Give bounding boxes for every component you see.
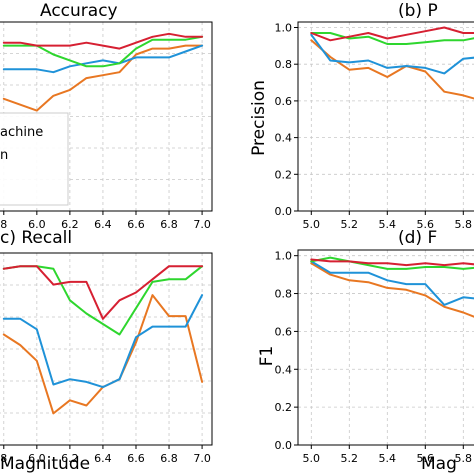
- f1-y-tick-label: 0.6: [275, 325, 293, 338]
- precision-x-tick-label: 5.0: [303, 218, 321, 231]
- accuracy-x-tick-label: 6.8: [160, 218, 178, 231]
- f1-y-tick-label: 0.0: [275, 439, 293, 452]
- f1-y-ticks: 0.0 0.2 0.4 0.6 0.8 1.0: [275, 250, 298, 452]
- precision-plot-frame: [297, 21, 474, 212]
- legend-box: [0, 112, 69, 206]
- accuracy-x-tick-label: 7.0: [193, 218, 211, 231]
- accuracy-x-ticks: 8 6.0 6.2 6.4 6.6 6.8 7.0: [0, 211, 211, 231]
- recall-series-red: [2, 265, 204, 320]
- precision-x-ticks: 5.0 5.2 5.4 5.6 5.8: [303, 211, 473, 231]
- precision-y-label: Precision: [249, 80, 269, 156]
- precision-series-green: [310, 32, 474, 45]
- recall-series-blue: [2, 294, 204, 389]
- f1-x-label: Mag: [421, 454, 457, 474]
- precision-y-tick-label: 0.0: [275, 205, 293, 218]
- recall-title: c) Recall: [0, 228, 72, 248]
- accuracy-x-tick-label: 6.6: [127, 218, 145, 231]
- precision-y-ticks: 0.0 0.2 0.4 0.6 0.8 1.0: [275, 22, 298, 218]
- accuracy-series-blue: [2, 44, 204, 74]
- precision-x-tick-label: 5.8: [455, 218, 473, 231]
- accuracy-x-tick-label: 6.2: [61, 218, 79, 231]
- f1-series-green: [310, 256, 474, 270]
- f1-plot-frame: [297, 249, 474, 446]
- precision-series-orange: [310, 39, 474, 100]
- precision-series-blue: [310, 33, 474, 75]
- accuracy-x-tick-label: 6.4: [94, 218, 112, 231]
- precision-x-tick-label: 5.2: [341, 218, 359, 231]
- f1-title: (d) F: [398, 228, 437, 248]
- precision-y-tick-label: 0.2: [275, 168, 293, 181]
- precision-y-tick-label: 0.8: [275, 58, 293, 71]
- accuracy-series-red: [2, 32, 204, 50]
- precision-y-tick-label: 0.6: [275, 95, 293, 108]
- recall-x-tick-label: 6.8: [160, 452, 178, 465]
- recall-x-tick-label: 6.2: [61, 452, 79, 465]
- recall-x-tick-label: 6.6: [127, 452, 145, 465]
- recall-x-tick-label: 8: [0, 452, 7, 465]
- f1-x-tick-label: 5.2: [341, 452, 359, 465]
- panel-recall: 8 6.0 6.2 6.4 6.6 6.8 7.0 c) Recall Magnitude: [0, 228, 213, 474]
- recall-series-green: [2, 265, 204, 336]
- panel-f1: 5.0 5.2 5.4 5.6 5.8 0.0 0.2 0.4 0.6 0.8 1.0 (d) F…: [257, 228, 474, 474]
- f1-series-orange: [310, 262, 474, 318]
- f1-x-tick-label: 5.4: [379, 452, 397, 465]
- f1-x-ticks: 5.0 5.2 5.4 5.6 5.8: [303, 445, 473, 465]
- f1-y-label: F1: [257, 346, 277, 367]
- f1-series-lines: [310, 256, 474, 318]
- legend-entry-1: achine: [0, 125, 43, 140]
- f1-x-tick-label: 5.8: [455, 452, 473, 465]
- recall-x-label: Magnitude: [0, 454, 90, 474]
- f1-y-tick-label: 0.2: [275, 401, 293, 414]
- f1-series-red: [310, 258, 474, 267]
- recall-series-orange: [2, 294, 204, 415]
- f1-y-tick-label: 0.4: [275, 363, 293, 376]
- legend-entry-2: n: [0, 148, 8, 163]
- panel-precision: 5.0 5.2 5.4 5.6 5.8 0.0 0.2 0.4 0.6 0.8 1.0 (b) P…: [249, 1, 474, 231]
- precision-grid: [298, 22, 474, 212]
- recall-x-tick-label: 6.4: [94, 452, 112, 465]
- accuracy-x-tick-label: 8: [0, 218, 7, 231]
- recall-plot-frame: [0, 252, 213, 446]
- accuracy-x-tick-label: 6.0: [28, 218, 46, 231]
- precision-y-tick-label: 1.0: [275, 22, 293, 35]
- recall-x-tick-label: 6.0: [28, 452, 46, 465]
- precision-series-lines: [310, 26, 474, 100]
- recall-series-lines: [2, 265, 204, 415]
- recall-x-tick-label: 7.0: [193, 452, 211, 465]
- accuracy-series-orange: [2, 44, 204, 112]
- f1-x-tick-label: 5.6: [417, 452, 435, 465]
- accuracy-series-lines: [2, 32, 204, 112]
- recall-grid: [0, 253, 212, 445]
- f1-series-blue: [310, 260, 474, 306]
- panel-accuracy: 8 6.0 6.2 6.4 6.6 6.8 7.0 Accuracy achine n: [0, 1, 213, 231]
- accuracy-plot-frame: [0, 21, 213, 212]
- f1-y-tick-label: 1.0: [275, 250, 293, 263]
- f1-grid: [298, 250, 474, 446]
- precision-y-tick-label: 0.4: [275, 132, 293, 145]
- precision-title: (b) P: [398, 1, 438, 21]
- precision-x-tick-label: 5.4: [379, 218, 397, 231]
- legend: achine n: [0, 112, 69, 206]
- precision-x-tick-label: 5.6: [417, 218, 435, 231]
- f1-x-tick-label: 5.0: [303, 452, 321, 465]
- recall-x-ticks: 8 6.0 6.2 6.4 6.6 6.8 7.0: [0, 445, 211, 465]
- accuracy-title: Accuracy: [40, 1, 118, 21]
- f1-y-tick-label: 0.8: [275, 288, 293, 301]
- precision-series-red: [310, 26, 474, 42]
